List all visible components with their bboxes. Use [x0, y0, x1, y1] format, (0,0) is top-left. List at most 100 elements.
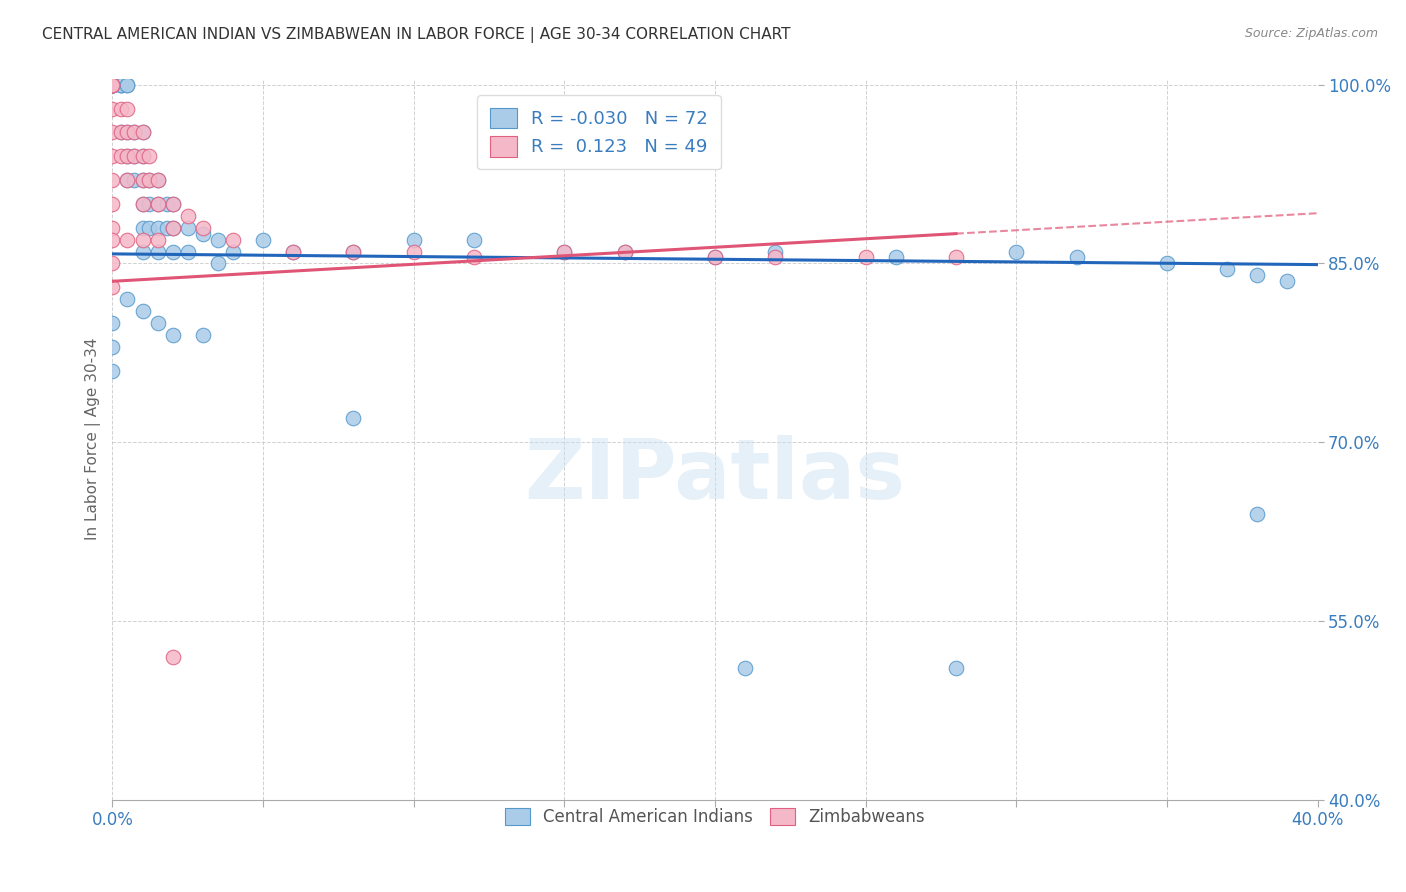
Point — [146, 316, 169, 330]
Point — [101, 78, 124, 92]
Text: CENTRAL AMERICAN INDIAN VS ZIMBABWEAN IN LABOR FORCE | AGE 30-34 CORRELATION CHA: CENTRAL AMERICAN INDIAN VS ZIMBABWEAN IN… — [42, 27, 790, 43]
Point — [222, 244, 245, 259]
Point — [131, 197, 153, 211]
Point — [101, 78, 124, 92]
Y-axis label: In Labor Force | Age 30-34: In Labor Force | Age 30-34 — [86, 338, 101, 541]
Point — [146, 244, 169, 259]
Point — [117, 233, 139, 247]
Point — [131, 125, 153, 139]
Point — [117, 149, 139, 163]
Point — [101, 280, 124, 294]
Point — [613, 244, 636, 259]
Point — [131, 173, 153, 187]
Point — [101, 102, 124, 116]
Point — [342, 244, 364, 259]
Point — [342, 411, 364, 425]
Point — [146, 220, 169, 235]
Point — [101, 316, 124, 330]
Point — [138, 149, 160, 163]
Point — [402, 233, 425, 247]
Point — [131, 125, 153, 139]
Point — [146, 173, 169, 187]
Point — [1156, 256, 1178, 270]
Point — [110, 149, 132, 163]
Point — [945, 661, 967, 675]
Point — [101, 125, 124, 139]
Point — [101, 78, 124, 92]
Text: Source: ZipAtlas.com: Source: ZipAtlas.com — [1244, 27, 1378, 40]
Point — [138, 197, 160, 211]
Point — [704, 251, 727, 265]
Point — [222, 233, 245, 247]
Point — [162, 220, 184, 235]
Point — [101, 256, 124, 270]
Point — [110, 102, 132, 116]
Point — [131, 220, 153, 235]
Point — [122, 149, 145, 163]
Point — [162, 649, 184, 664]
Point — [101, 78, 124, 92]
Point — [177, 209, 200, 223]
Point — [110, 78, 132, 92]
Point — [101, 78, 124, 92]
Point — [117, 125, 139, 139]
Point — [1246, 268, 1268, 283]
Point — [117, 125, 139, 139]
Point — [1246, 507, 1268, 521]
Point — [131, 149, 153, 163]
Point — [138, 220, 160, 235]
Point — [252, 233, 274, 247]
Point — [342, 244, 364, 259]
Point — [553, 244, 575, 259]
Text: ZIPatlas: ZIPatlas — [524, 434, 905, 516]
Point — [117, 173, 139, 187]
Point — [101, 340, 124, 354]
Point — [177, 220, 200, 235]
Point — [704, 251, 727, 265]
Point — [191, 327, 214, 342]
Point — [101, 149, 124, 163]
Point — [1005, 244, 1028, 259]
Point — [146, 173, 169, 187]
Point — [110, 78, 132, 92]
Point — [101, 78, 124, 92]
Point — [763, 251, 786, 265]
Point — [855, 251, 877, 265]
Point — [945, 251, 967, 265]
Point — [734, 661, 756, 675]
Point — [131, 244, 153, 259]
Point — [101, 78, 124, 92]
Point — [884, 251, 907, 265]
Point — [131, 233, 153, 247]
Point — [162, 197, 184, 211]
Point — [101, 233, 124, 247]
Point — [1066, 251, 1088, 265]
Point — [207, 233, 229, 247]
Point — [110, 125, 132, 139]
Point — [146, 197, 169, 211]
Point — [122, 125, 145, 139]
Point — [131, 304, 153, 318]
Point — [101, 197, 124, 211]
Point — [162, 220, 184, 235]
Point — [463, 233, 485, 247]
Point — [101, 364, 124, 378]
Point — [283, 244, 305, 259]
Point — [117, 292, 139, 306]
Point — [613, 244, 636, 259]
Point — [283, 244, 305, 259]
Point — [101, 78, 124, 92]
Point — [101, 220, 124, 235]
Point — [207, 256, 229, 270]
Point — [117, 78, 139, 92]
Point — [131, 173, 153, 187]
Point — [110, 78, 132, 92]
Point — [101, 78, 124, 92]
Point — [553, 244, 575, 259]
Legend: Central American Indians, Zimbabweans: Central American Indians, Zimbabweans — [496, 799, 934, 834]
Point — [763, 244, 786, 259]
Point — [162, 197, 184, 211]
Point — [191, 227, 214, 241]
Point — [162, 327, 184, 342]
Point — [146, 233, 169, 247]
